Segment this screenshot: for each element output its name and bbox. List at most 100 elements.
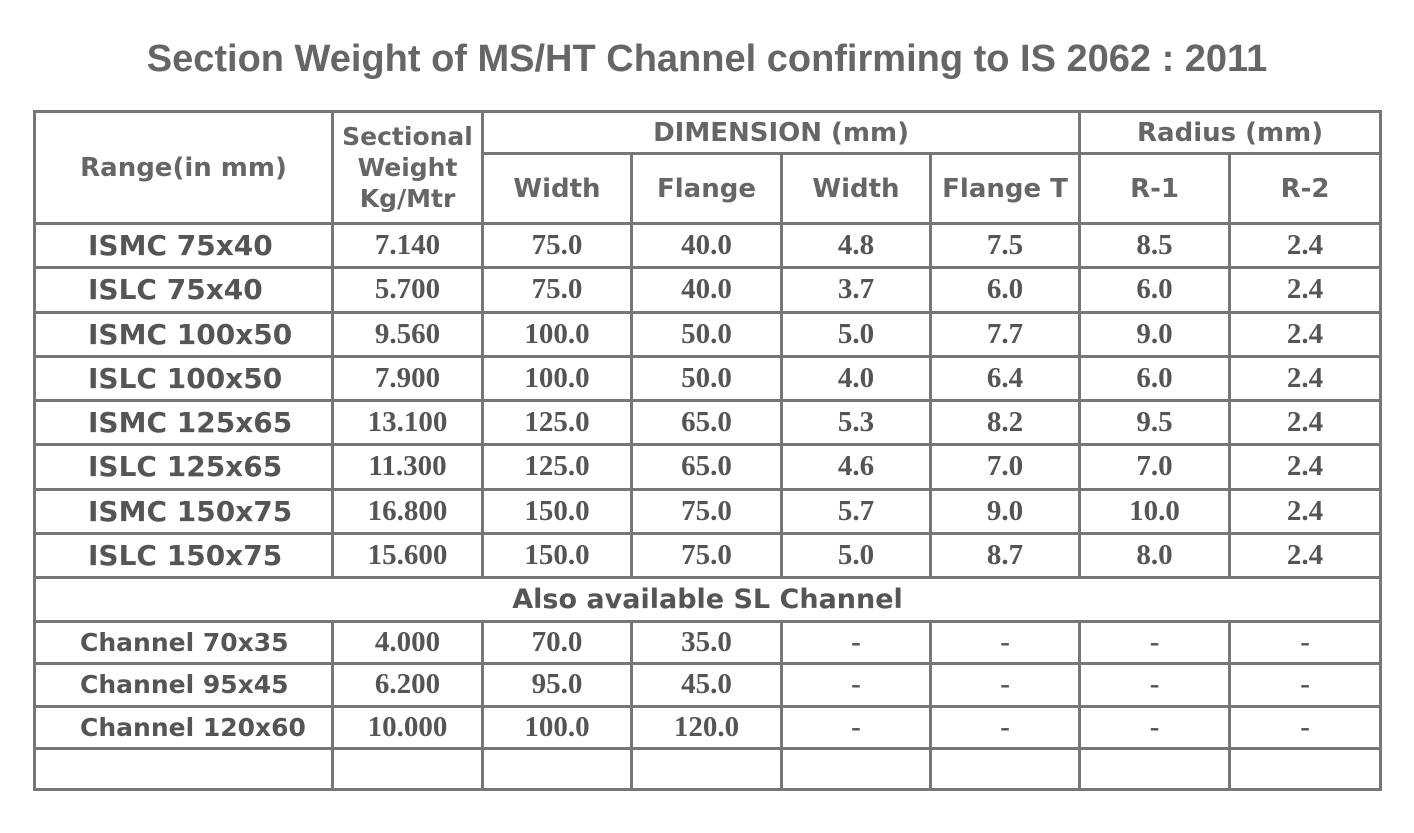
value-cell: 7.7 bbox=[928, 310, 1082, 358]
header-cell: Flange bbox=[630, 152, 783, 225]
section-cell: ISLC 150x75 bbox=[33, 531, 334, 580]
value-cell: 7.900 bbox=[331, 354, 484, 403]
table-row: Channel 120x60 10.000 100.0 120.0- - - - bbox=[33, 704, 1383, 750]
value-cell: 70.0 bbox=[481, 619, 633, 666]
section-cell: ISLC 100x50 bbox=[33, 354, 334, 403]
value-cell: 6.0 bbox=[1078, 266, 1232, 314]
value-cell: 10.000 bbox=[331, 704, 484, 750]
value-cell: 2.4 bbox=[1228, 487, 1383, 535]
section-cell: ISLC 75x40 bbox=[33, 266, 334, 314]
table-row: ISMC 100x50 9.560 100.0 50.0 5.0 7.7 9.0 2.4 bbox=[33, 310, 1383, 358]
section-cell: ISLC 125x65 bbox=[33, 443, 334, 491]
header-cell: R-2 bbox=[1228, 152, 1383, 225]
value-cell: 75.0 bbox=[481, 221, 633, 270]
value-cell: 45.0 bbox=[630, 662, 783, 708]
section-cell: Channel 95x45 bbox=[33, 662, 334, 708]
value-cell: 40.0 bbox=[630, 221, 783, 270]
table-row: ISLC 125x65 11.300 125.0 65.0 4.6 7.0 7.0 2.4 bbox=[33, 443, 1383, 491]
note-cell: Also available SL Channel bbox=[32, 576, 1383, 623]
table-row: ISMC 75x40 7.140 75.0 40.0 4.8 7.5 8.5 2.4 bbox=[33, 221, 1383, 270]
value-cell: 65.0 bbox=[630, 398, 783, 447]
header-cell: Radius (mm) bbox=[1078, 110, 1383, 155]
value-cell: 8.7 bbox=[928, 531, 1082, 580]
channel-table: Range(in mm) Sectional Weight Kg/Mtr DIM… bbox=[32, 110, 1383, 791]
value-cell: 50.0 bbox=[630, 354, 783, 403]
table-row: Channel 95x45 6.200 95.0 45.0- - - - bbox=[33, 662, 1383, 708]
value-cell: 65.0 bbox=[630, 443, 783, 491]
value-cell: 120.0 bbox=[630, 704, 783, 750]
empty-cell bbox=[481, 746, 633, 791]
empty-cell bbox=[630, 746, 783, 791]
empty-cell bbox=[1078, 746, 1232, 791]
table-row: Channel 70x35 4.000 70.0 35.0- - - - bbox=[33, 619, 1383, 666]
value-cell: 75.0 bbox=[630, 487, 783, 535]
value-cell: 8.2 bbox=[928, 398, 1082, 447]
value-cell: - bbox=[780, 662, 932, 708]
value-cell: 125.0 bbox=[481, 398, 633, 447]
value-cell: 13.100 bbox=[331, 398, 484, 447]
value-cell: - bbox=[1228, 704, 1383, 750]
value-cell: 5.0 bbox=[780, 310, 932, 358]
empty-cell bbox=[780, 746, 932, 791]
value-cell: 2.4 bbox=[1228, 443, 1383, 491]
value-cell: - bbox=[1078, 619, 1232, 666]
section-cell: ISMC 75x40 bbox=[33, 221, 334, 270]
value-cell: 8.0 bbox=[1078, 531, 1232, 580]
value-cell: 9.560 bbox=[331, 310, 484, 358]
value-cell: 5.0 bbox=[780, 531, 932, 580]
value-cell: 35.0 bbox=[630, 619, 783, 666]
table-row: ISMC 150x75 16.800 150.0 75.0 5.7 9.0 10.0 2.4 bbox=[33, 487, 1383, 535]
section-cell: ISMC 150x75 bbox=[33, 487, 334, 535]
value-cell: 3.7 bbox=[780, 266, 932, 314]
value-cell: 150.0 bbox=[481, 531, 633, 580]
value-cell: 75.0 bbox=[630, 531, 783, 580]
value-cell: - bbox=[1228, 619, 1383, 666]
value-cell: 7.140 bbox=[331, 221, 484, 270]
value-cell: 100.0 bbox=[481, 310, 633, 358]
value-cell: 2.4 bbox=[1228, 398, 1383, 447]
header-cell: Width bbox=[481, 152, 633, 225]
value-cell: 6.200 bbox=[331, 662, 484, 708]
value-cell: - bbox=[928, 662, 1082, 708]
value-cell: 2.4 bbox=[1228, 221, 1383, 270]
value-cell: 5.3 bbox=[780, 398, 932, 447]
header-cell: Sectional Weight Kg/Mtr bbox=[331, 110, 484, 225]
header-cell: Range(in mm) bbox=[33, 110, 334, 225]
note-row: Also available SL Channel bbox=[32, 576, 1383, 623]
value-cell: 2.4 bbox=[1228, 266, 1383, 314]
value-cell: 4.6 bbox=[780, 443, 932, 491]
value-cell: 4.000 bbox=[331, 619, 484, 666]
value-cell: 5.7 bbox=[780, 487, 932, 535]
value-cell: 10.0 bbox=[1078, 487, 1232, 535]
value-cell: - bbox=[780, 619, 932, 666]
value-cell: 5.700 bbox=[331, 266, 484, 314]
table-row: ISLC 100x50 7.900 100.0 50.0 4.0 6.4 6.0 2.4 bbox=[33, 354, 1383, 403]
table-row: ISLC 150x75 15.600 150.0 75.0 5.0 8.7 8.0 2.4 bbox=[33, 531, 1383, 580]
value-cell: 100.0 bbox=[481, 354, 633, 403]
section-cell: ISMC 100x50 bbox=[33, 310, 334, 358]
section-cell: Channel 120x60 bbox=[33, 704, 334, 750]
header-cell: Width bbox=[780, 152, 932, 225]
value-cell: - bbox=[1078, 662, 1232, 708]
value-cell: 6.0 bbox=[1078, 354, 1232, 403]
value-cell: 125.0 bbox=[481, 443, 633, 491]
empty-cell bbox=[1228, 746, 1383, 791]
value-cell: 9.0 bbox=[1078, 310, 1232, 358]
table-row: ISMC 125x65 13.100 125.0 65.0 5.3 8.2 9.5 2.4 bbox=[33, 398, 1383, 447]
empty-row bbox=[33, 746, 1383, 791]
value-cell: 9.5 bbox=[1078, 398, 1232, 447]
section-cell: Channel 70x35 bbox=[33, 619, 334, 666]
value-cell: 2.4 bbox=[1228, 310, 1383, 358]
empty-cell bbox=[331, 746, 484, 791]
title: Section Weight of MS/HT Channel confirmi… bbox=[146, 38, 1268, 80]
value-cell: 4.8 bbox=[780, 221, 932, 270]
value-cell: - bbox=[780, 704, 932, 750]
value-cell: 75.0 bbox=[481, 266, 633, 314]
value-cell: 15.600 bbox=[331, 531, 484, 580]
header-cell: R-1 bbox=[1078, 152, 1232, 225]
value-cell: 4.0 bbox=[780, 354, 932, 403]
value-cell: 6.0 bbox=[928, 266, 1082, 314]
value-cell: - bbox=[928, 619, 1082, 666]
table-row: ISLC 75x40 5.700 75.0 40.0 3.7 6.0 6.0 2.4 bbox=[33, 266, 1383, 314]
